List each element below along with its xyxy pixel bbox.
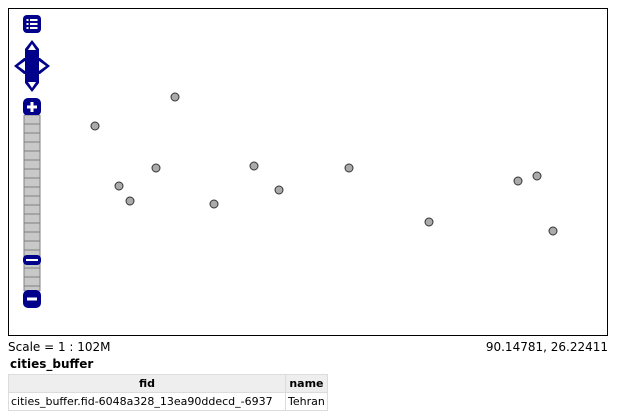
feature-layer — [90, 92, 558, 236]
zoom-control — [22, 97, 42, 309]
city-point[interactable] — [274, 185, 284, 195]
city-point[interactable] — [424, 217, 434, 227]
layer-title: cities_buffer — [10, 357, 94, 371]
column-header-name: name — [285, 374, 328, 393]
city-point[interactable] — [151, 163, 161, 173]
city-point[interactable] — [344, 163, 354, 173]
zoom-slider-handle[interactable] — [22, 254, 42, 266]
city-point[interactable] — [170, 92, 180, 102]
zoom-in-icon[interactable] — [22, 97, 42, 117]
city-point[interactable] — [90, 121, 100, 131]
zoom-slider-track[interactable] — [22, 115, 42, 291]
zoom-out-icon[interactable] — [22, 289, 42, 309]
city-point[interactable] — [513, 176, 523, 186]
table-row: cities_buffer.fid-6048a328_13ea90ddecd_-… — [8, 392, 328, 411]
city-point[interactable] — [548, 226, 558, 236]
pan-left-icon[interactable] — [13, 56, 33, 76]
city-point[interactable] — [532, 171, 542, 181]
cell-name: Tehran — [285, 392, 328, 411]
city-point[interactable] — [249, 161, 259, 171]
pan-control — [13, 39, 51, 93]
cell-fid: cities_buffer.fid-6048a328_13ea90ddecd_-… — [8, 392, 286, 411]
city-point[interactable] — [125, 196, 135, 206]
city-point[interactable] — [114, 181, 124, 191]
map-viewport[interactable] — [8, 8, 608, 336]
scale-label: Scale = 1 : 102M — [8, 340, 111, 354]
table-header-row: fid name — [8, 374, 328, 393]
column-header-fid: fid — [8, 374, 286, 393]
attribute-table: fid name cities_buffer.fid-6048a328_13ea… — [8, 374, 328, 411]
layer-list-icon[interactable] — [22, 14, 42, 34]
mouse-position: 90.14781, 26.22411 — [485, 340, 608, 354]
city-point[interactable] — [209, 199, 219, 209]
pan-down-icon[interactable] — [24, 71, 40, 93]
pan-up-icon[interactable] — [24, 39, 40, 61]
pan-right-icon[interactable] — [31, 56, 51, 76]
